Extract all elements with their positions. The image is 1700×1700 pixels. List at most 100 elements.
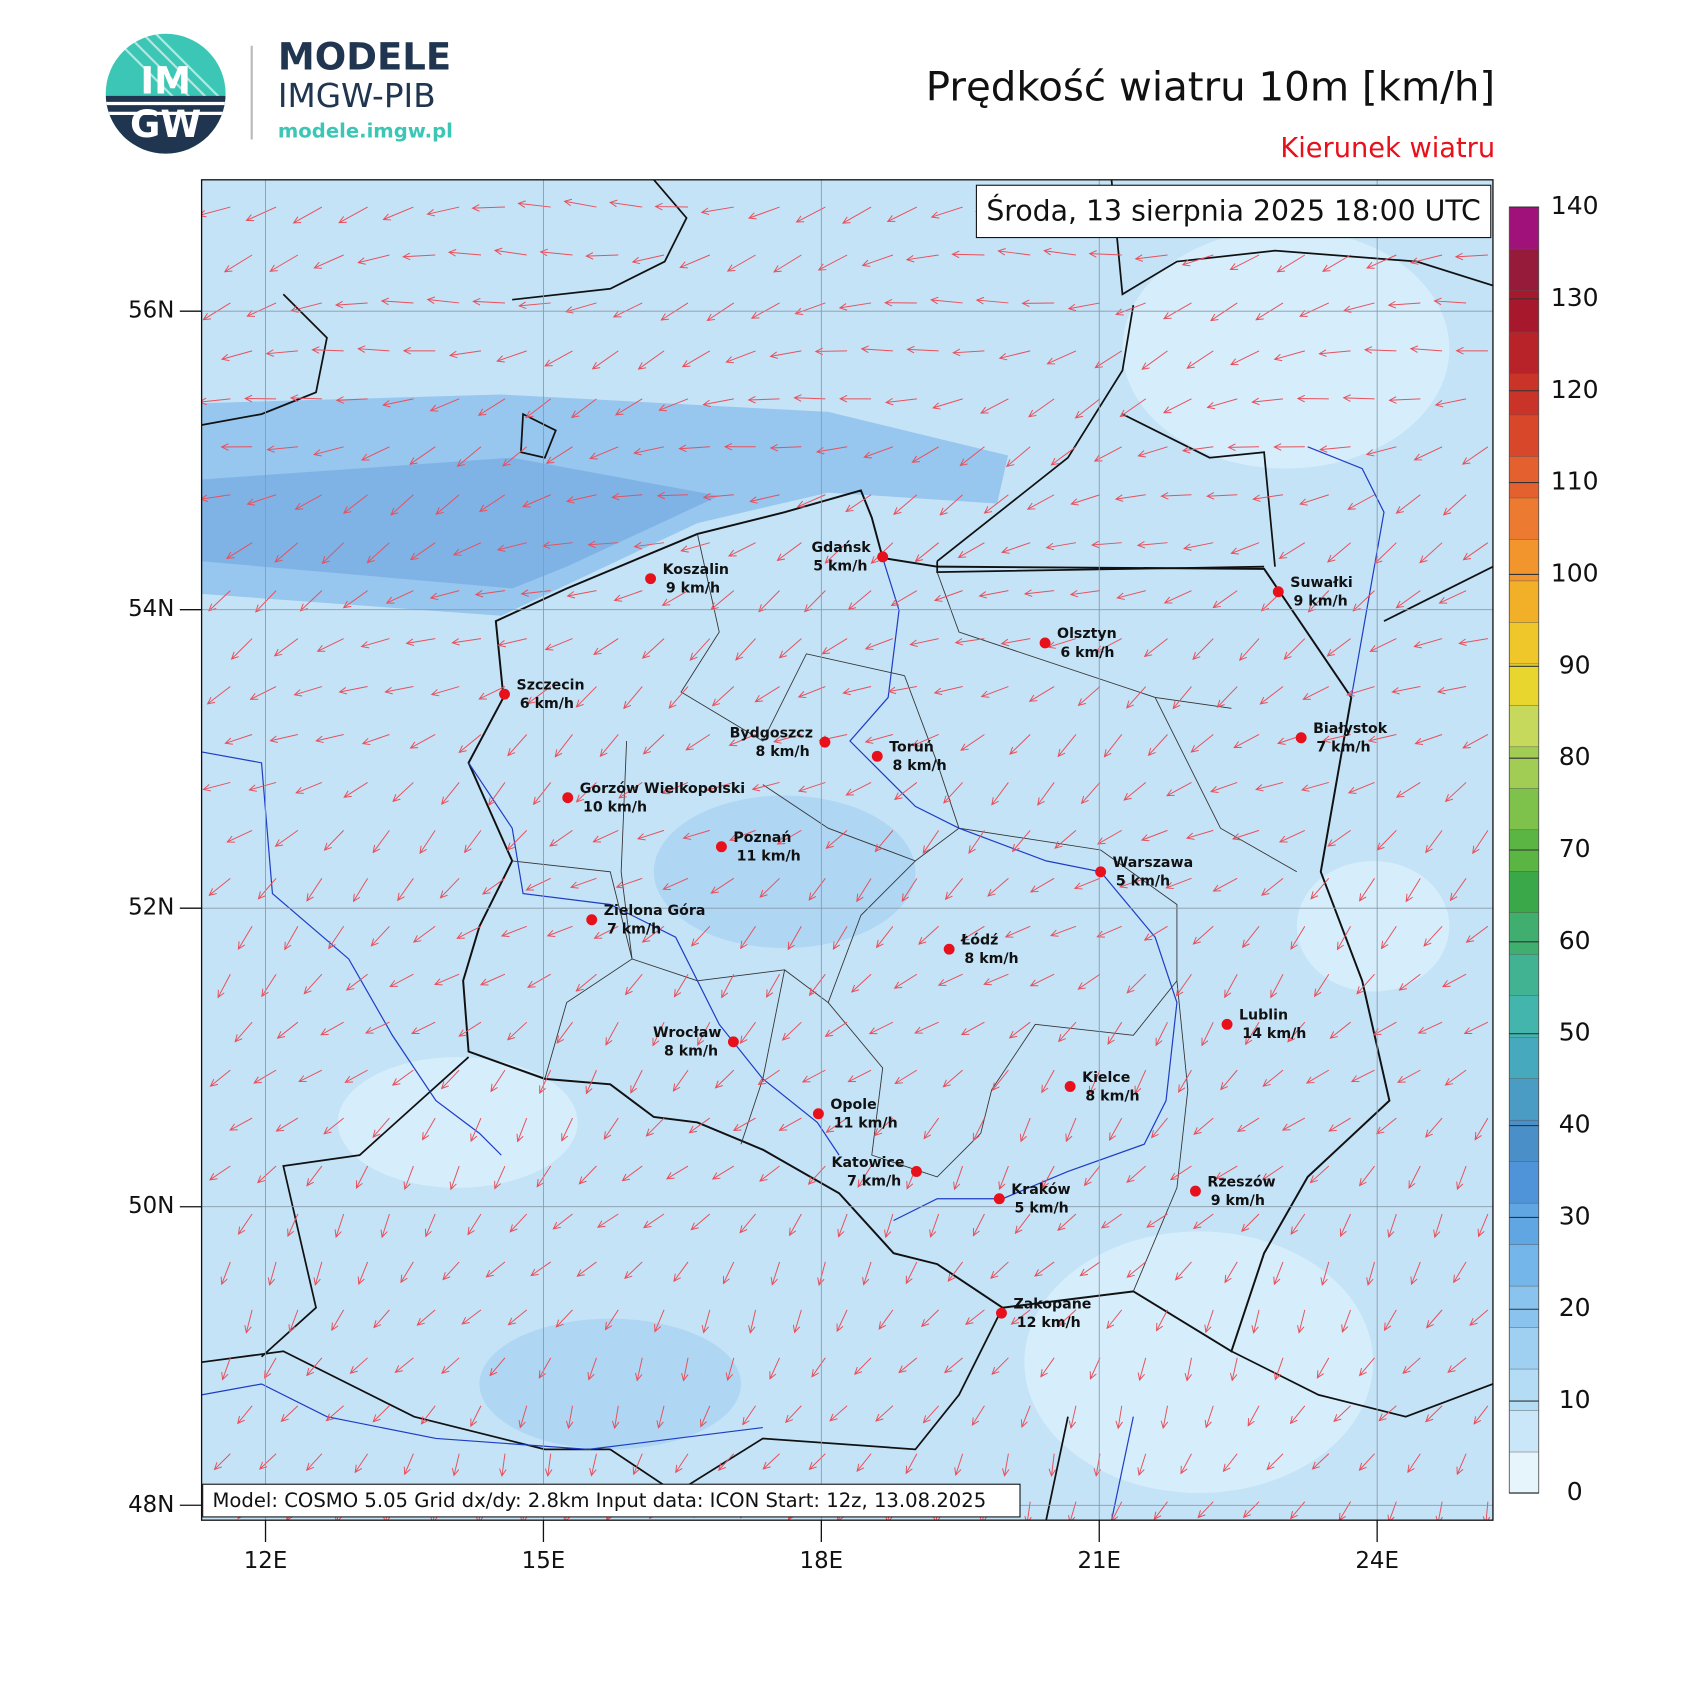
wind-arrow — [525, 877, 551, 891]
wind-arrow — [517, 200, 551, 208]
wind-arrow — [689, 638, 711, 661]
colorbar-tick-label: 90 — [1559, 650, 1591, 679]
wind-arrow — [1241, 925, 1260, 949]
wind-arrow — [1259, 686, 1284, 705]
wind-arrow — [905, 1261, 918, 1285]
city-dot — [562, 792, 574, 804]
wind-arrow — [905, 1453, 918, 1475]
colorbar-segment — [1509, 414, 1539, 457]
wind-arrow — [825, 1117, 848, 1133]
wind-arrow — [773, 734, 802, 744]
wind-arrow — [796, 494, 826, 508]
wind-arrow — [385, 590, 414, 604]
wind-arrow — [1229, 254, 1260, 271]
wind-arrow — [1220, 1069, 1238, 1091]
graticule — [201, 179, 1493, 1521]
wind-arrow — [1119, 877, 1146, 889]
colorbar-tick-label: 10 — [1559, 1385, 1591, 1414]
wind-arrow — [479, 973, 506, 986]
wind-arrow — [360, 638, 390, 649]
subtitle: Kierunek wiatru — [1280, 133, 1495, 164]
wind-arrow — [711, 686, 735, 707]
logo-name: MODELE — [278, 35, 451, 78]
wind-arrow — [972, 1213, 985, 1237]
wind-arrow — [1458, 638, 1488, 646]
wind-arrow — [1447, 1357, 1467, 1374]
wind-arrow — [488, 782, 506, 806]
wind-arrow — [914, 542, 939, 563]
wind-arrow — [1074, 398, 1101, 419]
wind-arrow — [681, 350, 711, 368]
wind-arrow — [506, 1021, 528, 1041]
wind-arrow — [905, 254, 939, 263]
wind-arrow — [1327, 542, 1351, 563]
wind-arrow — [554, 734, 573, 758]
wind-arrow — [706, 302, 735, 322]
wind-arrow — [769, 1357, 781, 1380]
wind-arrow — [313, 1261, 323, 1286]
wind-arrow — [1425, 1309, 1443, 1329]
wind-arrow — [1215, 1165, 1238, 1180]
wind-arrow — [1255, 781, 1284, 792]
wind-arrow — [1425, 1117, 1443, 1138]
wind-arrow — [1150, 1117, 1168, 1139]
wind-arrow — [575, 782, 597, 803]
wind-arrow — [458, 1021, 482, 1037]
wind-arrow — [1065, 1117, 1077, 1143]
wind-arrow — [1366, 254, 1397, 269]
wind-arrow — [614, 398, 643, 416]
wind-arrow — [410, 1021, 436, 1035]
wind-arrow — [611, 492, 643, 501]
wind-arrow — [836, 1309, 848, 1333]
wind-arrow — [1405, 878, 1421, 903]
wind-arrow — [697, 1021, 711, 1046]
wind-arrow — [1209, 302, 1238, 322]
wind-arrow — [397, 878, 414, 902]
wind-arrow — [1302, 686, 1330, 700]
wind-arrow — [323, 830, 345, 851]
wind-arrow — [349, 1357, 368, 1374]
wind-arrow — [980, 398, 1009, 414]
colorbar-segment — [1509, 331, 1539, 374]
city-speed: 8 km/h — [1085, 1088, 1139, 1104]
wind-arrow — [565, 1405, 574, 1430]
colorbar-segment — [1509, 206, 1539, 250]
colorbar-tick-label: 60 — [1559, 926, 1591, 955]
wind-arrow — [618, 782, 643, 799]
wind-arrow — [1192, 1213, 1214, 1230]
colorbar-tick-label: 100 — [1551, 558, 1599, 587]
wind-arrow — [516, 1117, 528, 1143]
logo-badge-bottom: GW — [130, 103, 201, 146]
wind-arrow — [789, 1213, 802, 1237]
wind-arrow — [954, 1453, 964, 1477]
wind-arrow — [613, 590, 643, 602]
wind-arrow — [1162, 398, 1192, 414]
wind-arrow — [1273, 1261, 1284, 1286]
wind-arrow — [402, 347, 436, 355]
city-speed: 10 km/h — [583, 800, 647, 816]
wind-arrow — [1206, 492, 1238, 500]
wind-arrow — [1001, 1453, 1010, 1477]
wind-arrow — [1463, 1021, 1489, 1034]
wind-arrow — [923, 1117, 940, 1140]
wind-arrow — [808, 1453, 826, 1471]
wind-arrow — [402, 252, 436, 261]
wind-arrow — [621, 1165, 643, 1182]
wind-arrow — [1383, 1309, 1397, 1332]
wind-arrow — [441, 1357, 460, 1375]
wind-arrow — [728, 829, 756, 842]
wind-arrow — [911, 734, 939, 747]
wind-arrow — [1023, 589, 1055, 597]
city-name: Łódź — [960, 932, 998, 948]
wind-arrow — [1156, 1309, 1168, 1332]
wind-arrow — [856, 878, 872, 903]
wind-arrow — [1178, 1069, 1192, 1094]
wind-arrow — [893, 494, 918, 516]
x-tick-label: 24E — [1355, 1548, 1399, 1574]
wind-arrow — [841, 206, 872, 224]
wind-arrow — [632, 1453, 643, 1476]
wind-arrow — [360, 446, 390, 461]
colorbar-segment — [1509, 746, 1539, 789]
wind-arrow — [1338, 1501, 1352, 1521]
wind-arrow — [740, 926, 756, 950]
